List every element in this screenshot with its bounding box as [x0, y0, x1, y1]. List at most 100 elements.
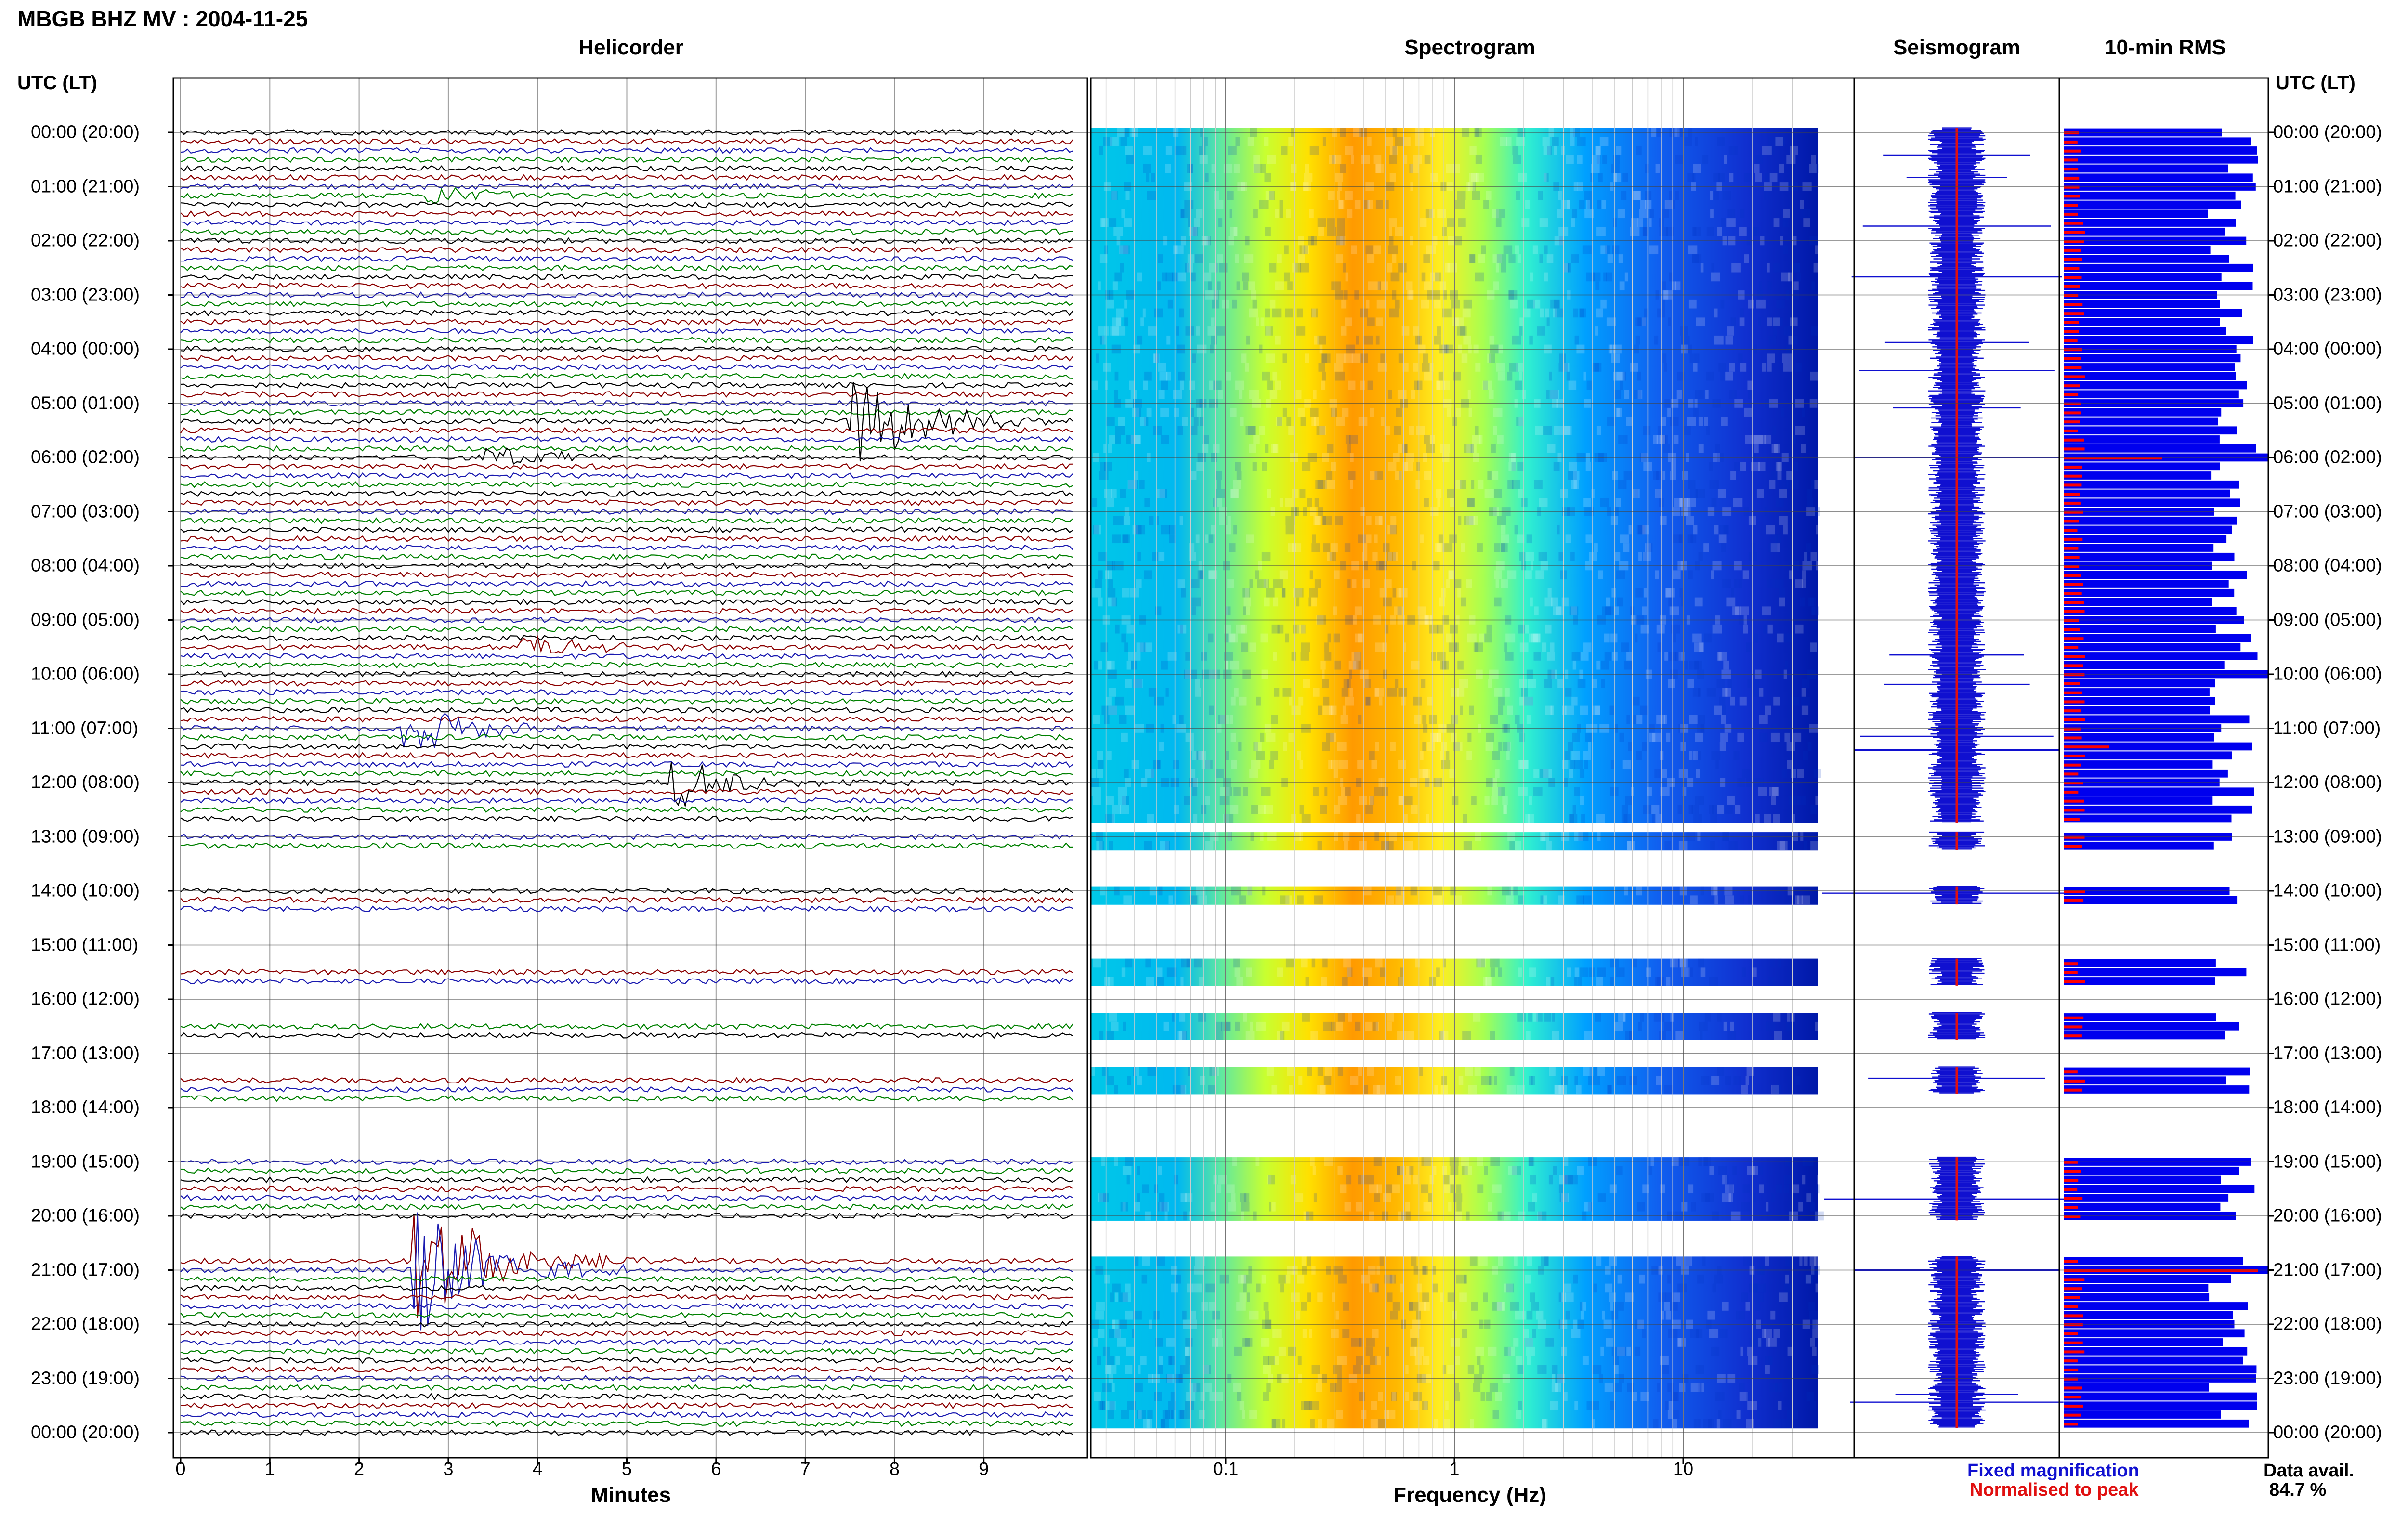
spectrogram-texture — [1528, 814, 1534, 823]
spectrogram-texture — [1724, 155, 1727, 164]
spectrogram-texture — [1208, 281, 1212, 291]
spectrogram-texture — [1740, 363, 1747, 372]
spectrogram-texture — [1409, 1302, 1419, 1311]
spectrogram-texture — [1786, 742, 1795, 751]
spectrogram-texture — [1423, 1202, 1431, 1212]
spectrogram-texture — [1584, 209, 1594, 219]
spectrogram-texture — [1446, 633, 1452, 643]
spectrogram-texture — [1561, 597, 1569, 607]
spectrogram-texture — [1795, 624, 1804, 634]
spectrogram-texture — [1444, 380, 1450, 390]
spectrogram-texture — [1677, 1283, 1687, 1293]
spectrogram-texture — [1718, 173, 1725, 183]
spectrogram-texture — [1613, 155, 1620, 164]
spectrogram-texture — [1591, 1401, 1599, 1410]
spectrogram-texture — [1209, 705, 1214, 715]
spectrogram-texture — [1800, 200, 1804, 209]
spectrogram-texture — [1145, 958, 1151, 968]
spectrogram-texture — [1452, 317, 1459, 327]
spectrogram-texture — [1097, 1356, 1101, 1365]
spectrogram-texture — [1341, 299, 1347, 309]
spectrogram-texture — [1772, 426, 1776, 435]
spectrogram-texture — [1660, 1356, 1669, 1365]
spectrogram-texture — [1759, 1184, 1764, 1194]
spectrogram-texture — [1195, 534, 1200, 544]
spectrogram-texture — [1759, 732, 1768, 742]
spectrogram-texture — [1691, 805, 1699, 814]
spectrogram-texture — [1661, 281, 1666, 291]
spectrogram-texture — [1180, 1193, 1187, 1202]
spectrogram-texture — [1456, 1184, 1462, 1194]
spectrogram-texture — [1572, 805, 1576, 814]
spectrogram-texture — [1104, 462, 1112, 471]
spectrogram-texture — [1597, 1067, 1606, 1076]
spectrogram-texture — [1106, 1031, 1114, 1040]
spectrogram-texture — [1733, 498, 1743, 508]
spectrogram-texture — [1554, 1085, 1563, 1094]
spectrogram-texture — [1770, 1310, 1776, 1320]
spectrogram-texture — [1642, 1184, 1649, 1194]
spectrogram-texture — [1551, 1383, 1561, 1392]
spectrogram-texture — [1381, 281, 1388, 291]
spectrogram-texture — [1178, 1031, 1186, 1040]
spectrogram-texture — [1171, 1410, 1175, 1419]
spectrogram-texture — [1324, 787, 1328, 796]
helicorder-trace — [180, 300, 1073, 308]
spectrogram-texture — [1670, 462, 1676, 471]
spectrogram-texture — [1663, 715, 1667, 724]
spectrogram-texture — [1795, 895, 1800, 905]
spectrogram-texture — [1571, 751, 1580, 760]
spectrogram-texture — [1649, 245, 1659, 255]
spectrogram-texture — [1220, 715, 1230, 724]
spectrogram-texture — [1493, 489, 1502, 498]
rms-bar-normalised — [2064, 583, 2083, 586]
spectrogram-texture — [1383, 543, 1390, 552]
spectrogram-texture — [1693, 363, 1698, 372]
spectrogram-texture — [1357, 760, 1364, 769]
spectrogram-texture — [1634, 1346, 1641, 1356]
row-label-right: 15:00 (11:00) — [2273, 935, 2381, 955]
spectrogram-texture — [1188, 1067, 1191, 1076]
spectrogram-texture — [1191, 227, 1198, 236]
spectrogram-texture — [1240, 624, 1247, 634]
spectrogram-texture — [1435, 272, 1441, 282]
spectrogram-texture — [1747, 679, 1752, 688]
spectrogram-texture — [1617, 1274, 1622, 1284]
spectrogram-texture — [1536, 1013, 1543, 1022]
spectrogram-texture — [1400, 967, 1403, 977]
spectrogram-texture — [1230, 227, 1237, 236]
spectrogram-texture — [1229, 633, 1238, 643]
spectrogram-texture — [1256, 1283, 1261, 1293]
spectrogram-texture — [1596, 660, 1600, 670]
spectrogram-texture — [1787, 760, 1793, 769]
spectrogram-texture — [1581, 1302, 1586, 1311]
spectrogram-texture — [1109, 218, 1117, 227]
spectrogram-texture — [1213, 444, 1220, 453]
spectrogram-texture — [1615, 1302, 1624, 1311]
spectrogram-texture — [1773, 696, 1780, 706]
spectrogram-texture — [1363, 679, 1369, 688]
rms-bar-normalised — [2064, 1016, 2084, 1019]
spectrogram-texture — [1581, 814, 1585, 823]
spectrogram-texture — [1529, 967, 1536, 977]
spectrogram-texture — [1116, 308, 1124, 318]
rms-bar-fixed — [2064, 1392, 2257, 1401]
spectrogram-texture — [1667, 1383, 1674, 1392]
spectrogram-texture — [1111, 489, 1117, 498]
spectrogram-texture — [1564, 263, 1570, 273]
rms-bar-normalised — [2064, 158, 2078, 162]
spectrogram-texture — [1486, 191, 1492, 200]
spectrogram-texture — [1124, 769, 1129, 778]
rms-bar-normalised — [2064, 772, 2079, 776]
spectrogram-texture — [1201, 1302, 1208, 1311]
spectrogram-texture — [1493, 1076, 1497, 1085]
rms-bar-normalised — [2064, 312, 2084, 315]
spectrogram-texture — [1143, 146, 1152, 155]
spectrogram-texture — [1108, 579, 1113, 588]
spectrogram-texture — [1637, 371, 1641, 381]
spectrogram-texture — [1136, 642, 1144, 652]
helicorder-trace — [180, 842, 1073, 849]
spectrogram-texture — [1334, 570, 1340, 580]
helicorder-trace — [180, 734, 1073, 741]
spectrogram-texture — [1307, 1256, 1311, 1266]
